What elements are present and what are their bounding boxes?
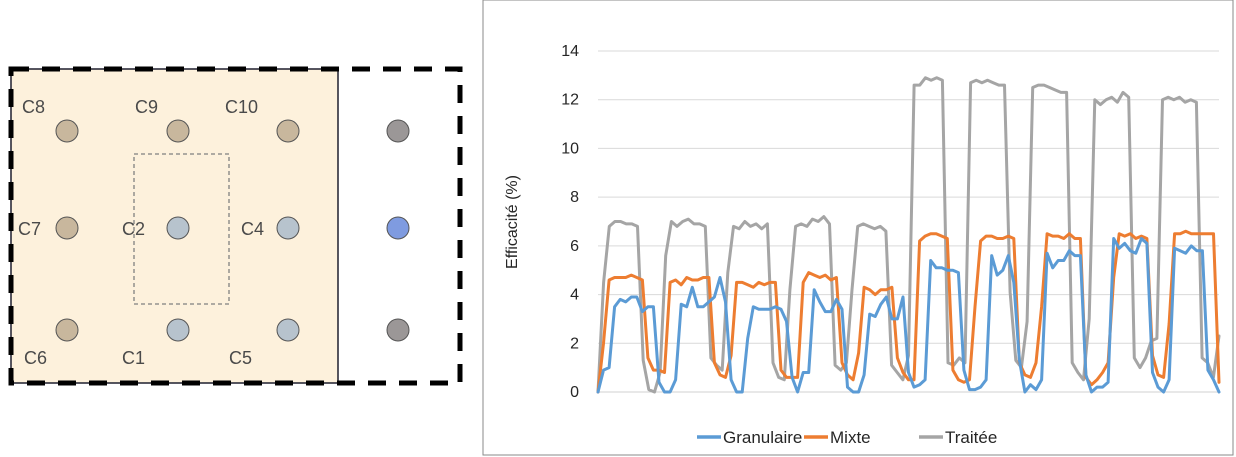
y-tick-label: 0 — [570, 384, 579, 401]
sensor-marker — [55, 119, 79, 143]
sensor-marker — [166, 216, 190, 240]
sensor-marker — [276, 119, 300, 143]
y-tick-label: 2 — [570, 335, 579, 352]
series-line-mixte — [596, 229, 1221, 394]
sensor-label-c4: C4 — [241, 219, 264, 239]
inner-dashed-zone — [133, 153, 230, 305]
sensor-label-c9: C9 — [135, 97, 158, 117]
y-tick-label: 10 — [561, 140, 579, 157]
sensor-grid — [55, 119, 410, 342]
sensor-marker — [386, 119, 410, 143]
y-tick-label: 6 — [570, 238, 579, 255]
chart: 0 2 4 6 8 10 12 14 Efficacité (%) Granulaire Mix… — [504, 43, 1221, 447]
legend-label-mixte: Mixte — [830, 428, 871, 447]
legend-label-traitée: Traitée — [945, 428, 997, 447]
sensor-marker — [276, 318, 300, 342]
legend-label-granulaire: Granulaire — [723, 428, 802, 447]
sensor-marker — [55, 216, 79, 240]
sensor-marker — [386, 216, 410, 240]
layout-diagram: C8 C9 C10 C7 C2 C4 C6 C1 C5 — [8, 66, 463, 386]
sensor-marker — [386, 318, 410, 342]
sensor-labels: C8 C9 C10 C7 C2 C4 C6 C1 C5 — [18, 97, 264, 368]
sensor-marker — [166, 318, 190, 342]
outer-dashed-boundary — [8, 66, 463, 386]
series-lines — [596, 76, 1221, 394]
sensor-label-c7: C7 — [18, 219, 41, 239]
sensor-marker — [55, 318, 79, 342]
sensor-label-c6: C6 — [24, 348, 47, 368]
sensor-label-c1: C1 — [122, 348, 145, 368]
sensor-label-c5: C5 — [229, 348, 252, 368]
sensor-label-c2: C2 — [122, 219, 145, 239]
sensor-marker — [276, 216, 300, 240]
series-line-granulaire — [596, 237, 1221, 394]
y-tick-label: 14 — [561, 43, 579, 60]
y-axis-label: Efficacité (%) — [504, 175, 521, 269]
sensor-label-c8: C8 — [22, 97, 45, 117]
legend: Granulaire Mixte Traitée — [697, 428, 997, 447]
y-tick-label: 8 — [570, 189, 579, 206]
sensor-marker — [166, 119, 190, 143]
y-tick-label: 4 — [570, 287, 579, 304]
y-tick-label: 12 — [561, 92, 579, 109]
y-tick-labels: 0 2 4 6 8 10 12 14 — [561, 43, 579, 401]
sensor-label-c10: C10 — [225, 97, 258, 117]
